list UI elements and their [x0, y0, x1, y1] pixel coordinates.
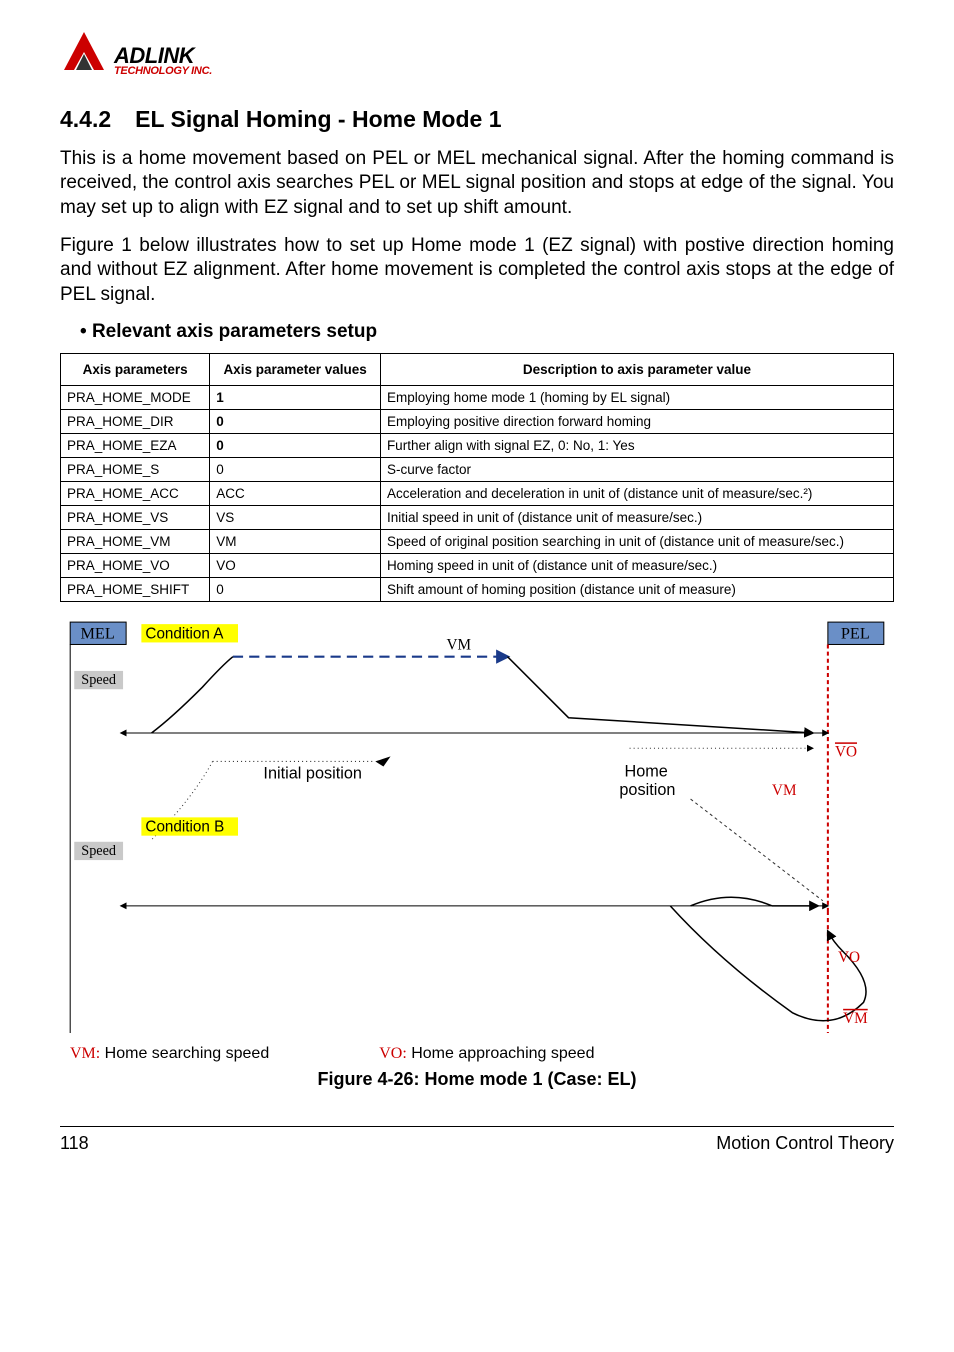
table-row: PRA_HOME_DIR0Employing positive directio…: [61, 409, 894, 433]
param-value: VS: [210, 505, 381, 529]
table-row: PRA_HOME_ACCACCAcceleration and decelera…: [61, 481, 894, 505]
subheading: Relevant axis parameters setup: [80, 321, 894, 343]
paragraph-1: This is a home movement based on PEL or …: [60, 147, 894, 220]
legend-vo: VO: Home approaching speed: [379, 1045, 594, 1063]
mel-label: MEL: [80, 624, 114, 642]
figure-legend: VM: Home searching speed VO: Home approa…: [70, 1045, 894, 1063]
table-row: PRA_HOME_S0S-curve factor: [61, 457, 894, 481]
param-value: VO: [210, 553, 381, 577]
condition-a-label: Condition A: [145, 625, 224, 642]
figure-diagram: MEL PEL Condition A Speed VM Initial pos…: [60, 616, 894, 1090]
page-number: 118: [60, 1133, 89, 1154]
condition-b-label: Condition B: [145, 818, 224, 835]
param-desc: Initial speed in unit of (distance unit …: [380, 505, 893, 529]
param-value: 0: [210, 457, 381, 481]
param-desc: Homing speed in unit of (distance unit o…: [380, 553, 893, 577]
table-row: PRA_HOME_SHIFT0Shift amount of homing po…: [61, 577, 894, 601]
param-desc: Further align with signal EZ, 0: No, 1: …: [380, 433, 893, 457]
param-name: PRA_HOME_MODE: [61, 385, 210, 409]
section-title: EL Signal Homing - Home Mode 1: [135, 106, 501, 133]
vm-label-right: VM: [772, 782, 797, 799]
table-row: PRA_HOME_VMVMSpeed of original position …: [61, 529, 894, 553]
parameters-table: Axis parameters Axis parameter values De…: [60, 353, 894, 602]
param-value: ACC: [210, 481, 381, 505]
table-row: PRA_HOME_VSVSInitial speed in unit of (d…: [61, 505, 894, 529]
param-name: PRA_HOME_SHIFT: [61, 577, 210, 601]
vo-label-a: VO: [835, 743, 857, 760]
table-row: PRA_HOME_VOVOHoming speed in unit of (di…: [61, 553, 894, 577]
param-value: 1: [210, 385, 381, 409]
paragraph-2: Figure 1 below illustrates how to set up…: [60, 234, 894, 307]
col-header: Description to axis parameter value: [380, 353, 893, 385]
pel-label: PEL: [841, 624, 870, 642]
table-row: PRA_HOME_EZA0Further align with signal E…: [61, 433, 894, 457]
speed-label-a: Speed: [81, 672, 116, 688]
logo-main-text: ADLINK: [114, 45, 212, 67]
table-header-row: Axis parameters Axis parameter values De…: [61, 353, 894, 385]
vm-label-a: VM: [446, 636, 471, 653]
vo-label-b: VO: [838, 949, 860, 966]
col-header: Axis parameter values: [210, 353, 381, 385]
param-value: 0: [210, 577, 381, 601]
figure-caption: Figure 4-26: Home mode 1 (Case: EL): [60, 1069, 894, 1090]
homing-diagram-svg: MEL PEL Condition A Speed VM Initial pos…: [60, 616, 894, 1043]
col-header: Axis parameters: [61, 353, 210, 385]
param-name: PRA_HOME_ACC: [61, 481, 210, 505]
param-name: PRA_HOME_EZA: [61, 433, 210, 457]
param-name: PRA_HOME_S: [61, 457, 210, 481]
param-desc: Employing positive direction forward hom…: [380, 409, 893, 433]
param-desc: Employing home mode 1 (homing by EL sign…: [380, 385, 893, 409]
home-label-2: position: [619, 781, 675, 799]
logo-mark-icon: [60, 30, 108, 78]
chapter-title: Motion Control Theory: [716, 1133, 894, 1154]
table-row: PRA_HOME_MODE1Employing home mode 1 (hom…: [61, 385, 894, 409]
brand-logo: ADLINK TECHNOLOGY INC.: [60, 30, 894, 78]
param-value: 0: [210, 409, 381, 433]
param-desc: Speed of original position searching in …: [380, 529, 893, 553]
legend-vm: VM: Home searching speed: [70, 1045, 269, 1063]
param-desc: Acceleration and deceleration in unit of…: [380, 481, 893, 505]
param-name: PRA_HOME_VM: [61, 529, 210, 553]
logo-sub-text: TECHNOLOGY INC.: [114, 66, 212, 77]
param-name: PRA_HOME_VS: [61, 505, 210, 529]
initial-position-label: Initial position: [263, 765, 362, 783]
param-desc: Shift amount of homing position (distanc…: [380, 577, 893, 601]
param-name: PRA_HOME_VO: [61, 553, 210, 577]
speed-label-b: Speed: [81, 843, 116, 859]
vm-label-b: VM: [843, 1010, 868, 1027]
home-label-1: Home: [624, 763, 667, 781]
param-value: 0: [210, 433, 381, 457]
param-value: VM: [210, 529, 381, 553]
section-number: 4.4.2: [60, 106, 111, 133]
section-heading: 4.4.2 EL Signal Homing - Home Mode 1: [60, 106, 894, 133]
param-name: PRA_HOME_DIR: [61, 409, 210, 433]
param-desc: S-curve factor: [380, 457, 893, 481]
page-footer: 118 Motion Control Theory: [60, 1126, 894, 1154]
